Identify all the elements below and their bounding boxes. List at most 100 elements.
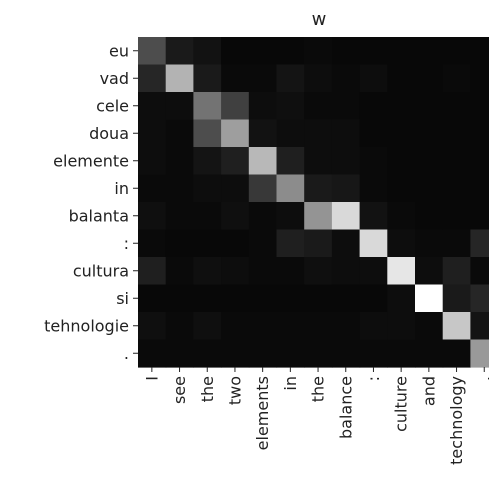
x-tick-label: two: [225, 376, 244, 405]
heatmap-cell: [138, 312, 167, 341]
heatmap-cell: [193, 174, 222, 203]
heatmap-cell: [138, 202, 167, 231]
x-tick-label: elements: [253, 376, 272, 450]
x-tick-label: in: [281, 376, 300, 391]
y-tick-label: doua: [89, 124, 129, 143]
heatmap-cell: [138, 92, 167, 121]
heatmap-cell: [359, 37, 388, 66]
heatmap-cell: [276, 202, 305, 231]
x-tick-label: I: [142, 376, 161, 381]
heatmap-cell: [248, 257, 278, 286]
heatmap-cell: [221, 119, 250, 148]
heatmap-cell: [442, 37, 471, 66]
heatmap-cell: [276, 37, 305, 66]
heatmap-cell: [415, 312, 444, 341]
heatmap-cell: [165, 257, 194, 286]
y-tick-label: vad: [100, 69, 129, 88]
heatmap-cell: [138, 64, 167, 93]
heatmap-cell: [442, 312, 471, 341]
x-tick-label: the: [309, 376, 328, 402]
chart-title: w: [312, 9, 327, 30]
heatmap-cell: [359, 284, 388, 313]
y-tick-label: eu: [109, 41, 129, 60]
heatmap-cell: [331, 119, 361, 148]
y-tick-label: elemente: [53, 151, 129, 170]
heatmap-cell: [331, 229, 361, 258]
heatmap-cell: [470, 92, 489, 121]
heatmap-cell: [442, 284, 471, 313]
heatmap-cell: [470, 312, 489, 341]
heatmap-cell: [331, 64, 361, 93]
heatmap-cell: [415, 202, 444, 231]
heatmap-cell: [415, 64, 444, 93]
heatmap-cell: [248, 92, 278, 121]
heatmap-cell: [276, 339, 305, 368]
heatmap-cell: [359, 64, 388, 93]
heatmap-cell: [442, 92, 471, 121]
heatmap-cell: [276, 119, 305, 148]
heatmap-cell: [165, 202, 194, 231]
y-axis: eu vad cele doua elemente in balanta: cultura si…: [44, 41, 138, 363]
heatmap-cell: [138, 147, 167, 176]
heatmap-cell: [221, 312, 250, 341]
heatmap-cell: [165, 312, 194, 341]
heatmap-cell: [359, 257, 388, 286]
heatmap-cell: [193, 119, 222, 148]
x-tick-label: culture: [392, 376, 411, 432]
heatmap-cell: [415, 174, 444, 203]
heatmap-cell: [193, 312, 222, 341]
heatmap-cell: [276, 229, 305, 258]
heatmap-cell: [248, 339, 278, 368]
heatmap-cell: [193, 37, 222, 66]
x-tick-label: technology: [447, 376, 466, 465]
x-tick-label: the: [198, 376, 217, 402]
heatmap-cell: [165, 339, 194, 368]
y-tick-label: balanta: [69, 206, 129, 225]
heatmap-cell: [415, 339, 444, 368]
heatmap-cell: [359, 312, 388, 341]
heatmap-cell: [387, 147, 416, 176]
heatmap-cell: [415, 284, 444, 313]
heatmap-cell: [442, 174, 471, 203]
heatmap-cell: [442, 257, 471, 286]
x-tick-label: balance: [336, 376, 355, 439]
heatmap-cell: [470, 339, 489, 368]
heatmap-cell: [193, 202, 222, 231]
heatmap-cell: [276, 147, 305, 176]
heatmap-cell: [138, 174, 167, 203]
heatmap-cell: [138, 119, 167, 148]
y-tick-label: cultura: [73, 261, 129, 280]
heatmap-cell: [387, 339, 416, 368]
y-tick-label: si: [116, 289, 129, 308]
heatmap-cell: [165, 147, 194, 176]
heatmap-cell: [415, 229, 444, 258]
heatmap-cell: [415, 37, 444, 66]
heatmap-cell: [221, 284, 250, 313]
heatmap-cell: [248, 229, 278, 258]
heatmap-cell: [193, 64, 222, 93]
y-tick-label: cele: [96, 96, 129, 115]
heatmap-cell: [387, 257, 416, 286]
heatmap-cell: [442, 202, 471, 231]
heatmap-cell: [470, 147, 489, 176]
heatmap-cell: [304, 147, 333, 176]
heatmap-cell: [387, 229, 416, 258]
heatmap-cell: [193, 229, 222, 258]
heatmap-cell: [165, 64, 194, 93]
heatmap-cell: [221, 339, 250, 368]
heatmap-cell: [221, 229, 250, 258]
x-tick-label: :: [364, 376, 383, 381]
heatmap-cell: [304, 174, 333, 203]
y-tick-label: tehnologie: [44, 316, 129, 335]
heatmap-cell: [470, 119, 489, 148]
heatmap-cell: [248, 37, 278, 66]
heatmap-cell: [470, 257, 489, 286]
heatmap-cell: [248, 284, 278, 313]
heatmap-cell: [331, 92, 361, 121]
heatmap-cell: [359, 339, 388, 368]
heatmap-cell: [387, 37, 416, 66]
heatmap-cell: [248, 119, 278, 148]
y-tick-label: in: [114, 179, 129, 198]
heatmap-cell: [304, 312, 333, 341]
